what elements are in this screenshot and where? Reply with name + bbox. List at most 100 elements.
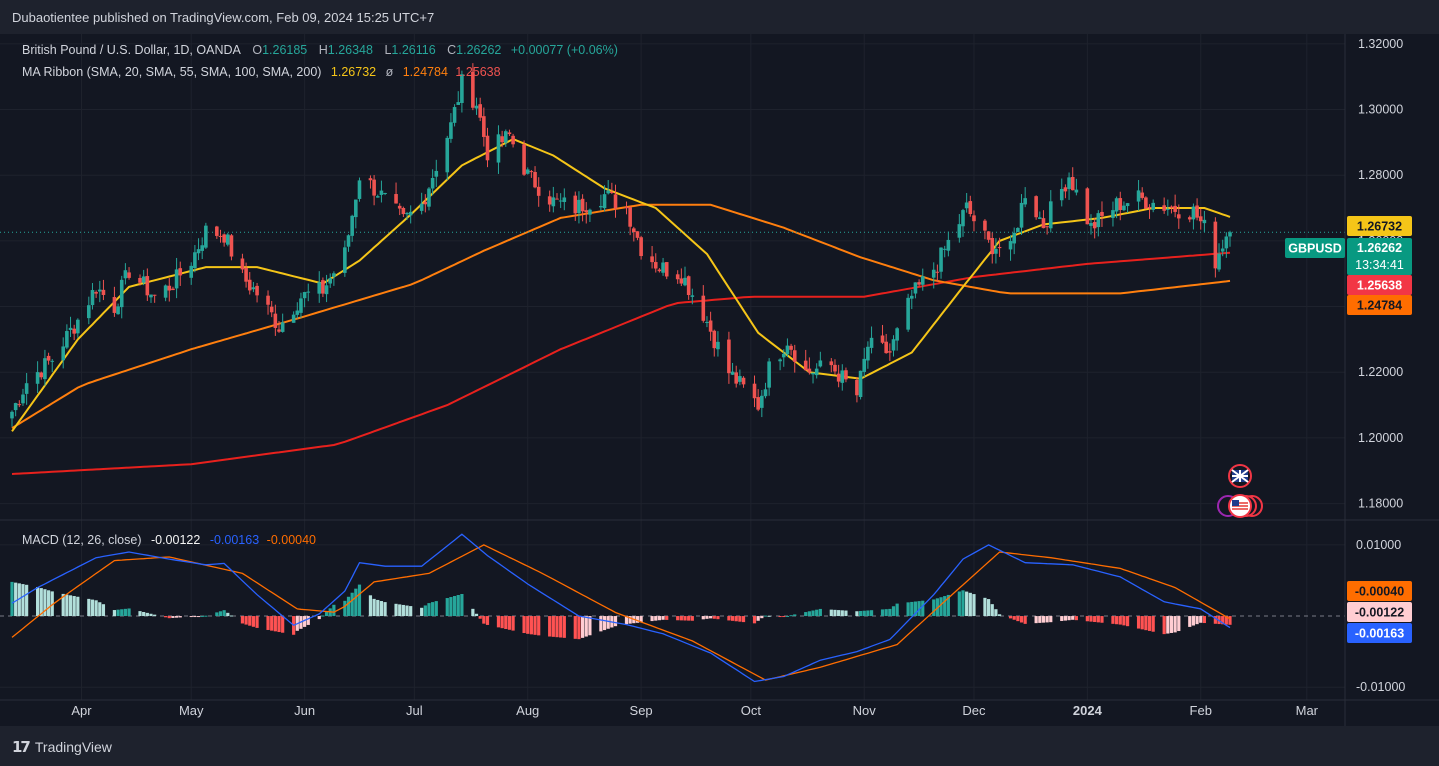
macd-histogram-bar: [833, 609, 837, 617]
macd-histogram-bar: [1118, 616, 1122, 625]
macd-histogram-bar: [240, 616, 245, 624]
candle: [1074, 178, 1079, 196]
candle: [756, 389, 760, 412]
candle: [895, 327, 899, 351]
candle: [291, 311, 296, 323]
price-tick-label: 1.28000: [1358, 168, 1403, 182]
candle: [174, 257, 179, 299]
candle: [430, 169, 435, 196]
candle: [1016, 227, 1020, 233]
candle: [1114, 196, 1119, 219]
candle: [529, 170, 534, 178]
macd-histogram-bar: [588, 616, 592, 636]
candle: [299, 292, 303, 318]
candle: [511, 133, 515, 148]
candle: [343, 240, 347, 277]
macd-line-value: -0.00163: [209, 533, 260, 547]
ma-separator: ø: [385, 65, 394, 79]
close-label: C: [447, 43, 457, 57]
candle: [913, 282, 918, 299]
candle: [332, 271, 336, 286]
symbol-title[interactable]: British Pound / U.S. Dollar, 1D, OANDA: [22, 43, 241, 57]
candle: [675, 270, 680, 284]
time-tick-label: Sep: [630, 703, 653, 718]
candle: [1224, 232, 1229, 258]
time-tick-label: 2024: [1073, 703, 1103, 718]
candle: [661, 257, 665, 276]
macd-histogram-bar: [1063, 616, 1068, 621]
macd-histogram-bar: [222, 610, 226, 617]
candle: [624, 201, 629, 215]
macd-signal-line: [11, 544, 1231, 681]
candle: [613, 184, 618, 218]
tradingview-logo-icon: 17: [12, 738, 31, 756]
macd-histogram-bar: [1067, 616, 1071, 621]
candle: [321, 277, 325, 298]
chart-area[interactable]: 1.320001.300001.280001.260001.240001.220…: [0, 34, 1439, 726]
candle: [829, 358, 834, 373]
macd-histogram-bar: [138, 611, 142, 617]
macd-title[interactable]: MACD (12, 26, close): [22, 533, 142, 547]
macd-histogram-bar: [690, 616, 694, 621]
macd-hist-price-label: -0.00122: [1355, 606, 1404, 620]
macd-histogram-bar: [804, 612, 808, 617]
macd-histogram-bar: [657, 616, 662, 621]
candle: [189, 262, 194, 285]
macd-histogram-bar: [346, 596, 351, 617]
candle: [482, 107, 486, 147]
macd-axis[interactable]: 0.01000 -0.01000: [1356, 538, 1405, 694]
candle: [149, 294, 153, 303]
macd-histogram-bar: [321, 615, 325, 617]
macd-histogram-bar: [1199, 616, 1203, 623]
legend-ohlc[interactable]: British Pound / U.S. Dollar, 1D, OANDA O…: [22, 43, 620, 57]
macd-histogram-bar: [127, 608, 131, 617]
tradingview-logo[interactable]: 17 TradingView: [12, 738, 112, 756]
macd-histogram-bar: [1071, 616, 1075, 620]
macd-histogram-bar: [1166, 616, 1170, 634]
time-tick-label: Aug: [516, 703, 539, 718]
macd-histogram-bar: [968, 592, 972, 617]
candle: [10, 410, 14, 427]
macd-histogram-bar: [39, 588, 43, 617]
candle: [226, 232, 230, 247]
legend-ma-ribbon[interactable]: MA Ribbon (SMA, 20, SMA, 55, SMA, 100, S…: [22, 65, 503, 79]
macd-histogram-bar: [354, 588, 358, 617]
macd-histogram-bar: [888, 608, 892, 617]
macd-histogram-bar: [456, 595, 460, 617]
candle: [778, 358, 782, 371]
macd-histogram-bar: [434, 601, 438, 617]
candle: [50, 359, 55, 373]
candle: [599, 194, 603, 211]
candle: [21, 388, 25, 406]
macd-histogram-bar: [1191, 616, 1196, 626]
ma-ribbon-title[interactable]: MA Ribbon (SMA, 20, SMA, 55, SMA, 100, S…: [22, 65, 322, 79]
macd-histogram-bar: [98, 602, 102, 617]
candle: [946, 231, 951, 257]
macd-histogram-bar: [420, 607, 424, 617]
candle: [449, 113, 453, 143]
candle: [716, 331, 720, 357]
economic-events[interactable]: [1217, 464, 1263, 518]
candle: [683, 266, 687, 287]
candle: [474, 97, 479, 115]
candle: [803, 349, 808, 371]
macd-histogram-bar: [1096, 616, 1100, 623]
candle: [503, 129, 508, 147]
macd-histogram-bar: [756, 616, 760, 621]
candle: [123, 263, 128, 285]
candle: [295, 302, 300, 319]
candle: [577, 191, 581, 224]
candle: [580, 194, 585, 222]
candle: [427, 187, 431, 211]
macd-histogram-bar: [372, 598, 376, 617]
candle: [686, 275, 691, 300]
high-label: H: [318, 43, 328, 57]
time-axis[interactable]: Apr May Jun Jul Aug Sep Oct Nov Dec 2024 Feb Mar: [71, 703, 1318, 718]
macd-histogram-bar: [167, 616, 171, 619]
macd-histogram-bar: [90, 599, 95, 617]
header-bar: Dubaotientee published on TradingView.co…: [0, 0, 1439, 34]
legend-macd[interactable]: MACD (12, 26, close) -0.00122 -0.00163 -…: [22, 533, 318, 547]
candle: [1162, 197, 1166, 214]
candle: [145, 268, 150, 301]
macd-histogram-bar: [193, 616, 197, 618]
